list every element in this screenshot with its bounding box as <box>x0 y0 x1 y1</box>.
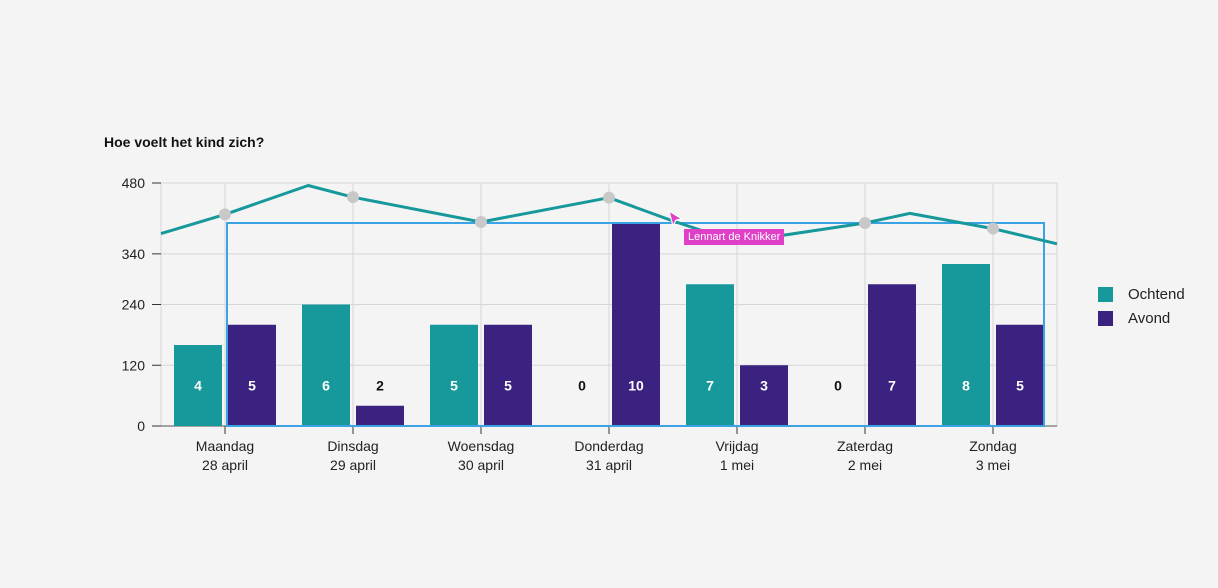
trend-marker <box>347 191 359 204</box>
bar-ochtend <box>686 284 734 426</box>
bar-avond <box>996 324 1044 426</box>
data-label-avond: 5 <box>1016 377 1024 393</box>
data-label-ochtend: 0 <box>578 377 586 393</box>
data-label-ochtend: 8 <box>962 377 970 393</box>
trend-marker <box>219 208 231 221</box>
x-tick-label-day: Maandag <box>196 438 254 454</box>
data-label-ochtend: 5 <box>450 377 458 393</box>
data-label-avond: 5 <box>504 377 512 393</box>
bar-ochtend <box>174 345 222 426</box>
data-label-ochtend: 4 <box>194 377 202 393</box>
bar-avond <box>228 324 276 426</box>
x-tick-label-date: 1 mei <box>720 457 754 473</box>
y-tick-label: 480 <box>122 175 146 191</box>
x-tick-label-day: Donderdag <box>574 438 643 454</box>
bar-ochtend <box>942 264 990 426</box>
data-label-avond: 3 <box>760 377 768 393</box>
data-label-avond: 7 <box>888 377 896 393</box>
data-label-avond: 10 <box>628 377 644 393</box>
y-tick-label: 340 <box>122 246 146 262</box>
x-tick-label-date: 2 mei <box>848 457 882 473</box>
trend-marker <box>859 216 871 229</box>
y-tick-label: 240 <box>122 297 146 313</box>
data-label-ochtend: 7 <box>706 377 714 393</box>
legend-item-avond[interactable]: Avond <box>1098 306 1185 330</box>
data-label-ochtend: 0 <box>834 377 842 393</box>
selection-box <box>226 222 1045 427</box>
cursor-label: Lennart de Knikker <box>684 229 785 245</box>
x-tick-label-day: Dinsdag <box>327 438 378 454</box>
x-tick-label-date: 29 april <box>330 457 376 473</box>
x-tick-label-date: 30 april <box>458 457 504 473</box>
x-tick-label-date: 28 april <box>202 457 248 473</box>
legend-label-avond: Avond <box>1128 309 1171 327</box>
y-tick-label: 120 <box>122 357 146 373</box>
trend-marker <box>603 191 615 204</box>
trend-marker <box>475 215 487 228</box>
legend-swatch-ochtend <box>1098 286 1113 302</box>
x-tick-label-day: Zaterdag <box>837 438 893 454</box>
legend-label-ochtend: Ochtend <box>1128 285 1185 303</box>
trend-marker <box>987 222 999 235</box>
data-label-avond: 2 <box>376 377 384 393</box>
chart-title: Hoe voelt het kind zich? <box>104 134 265 150</box>
data-label-avond: 5 <box>248 377 256 393</box>
trend-line <box>160 184 1058 246</box>
legend: Ochtend Avond <box>1098 282 1185 330</box>
legend-item-ochtend[interactable]: Ochtend <box>1098 282 1185 306</box>
x-tick-label-day: Woensdag <box>448 438 515 454</box>
legend-swatch-avond <box>1098 310 1113 326</box>
cursor-arrow-icon <box>668 210 684 228</box>
bar-avond <box>356 405 404 426</box>
bar-avond <box>868 284 916 426</box>
x-tick-label-date: 31 april <box>586 457 632 473</box>
data-label-ochtend: 6 <box>322 377 330 393</box>
bar-avond <box>484 324 532 426</box>
x-tick-label-date: 3 mei <box>976 457 1010 473</box>
bar-ochtend <box>302 304 350 426</box>
y-tick-label: 0 <box>137 418 145 434</box>
x-tick-label-day: Vrijdag <box>715 438 758 454</box>
bar-avond <box>740 365 788 426</box>
x-tick-label-day: Zondag <box>969 438 1016 454</box>
bar-avond <box>612 223 660 426</box>
bar-ochtend <box>430 324 478 426</box>
